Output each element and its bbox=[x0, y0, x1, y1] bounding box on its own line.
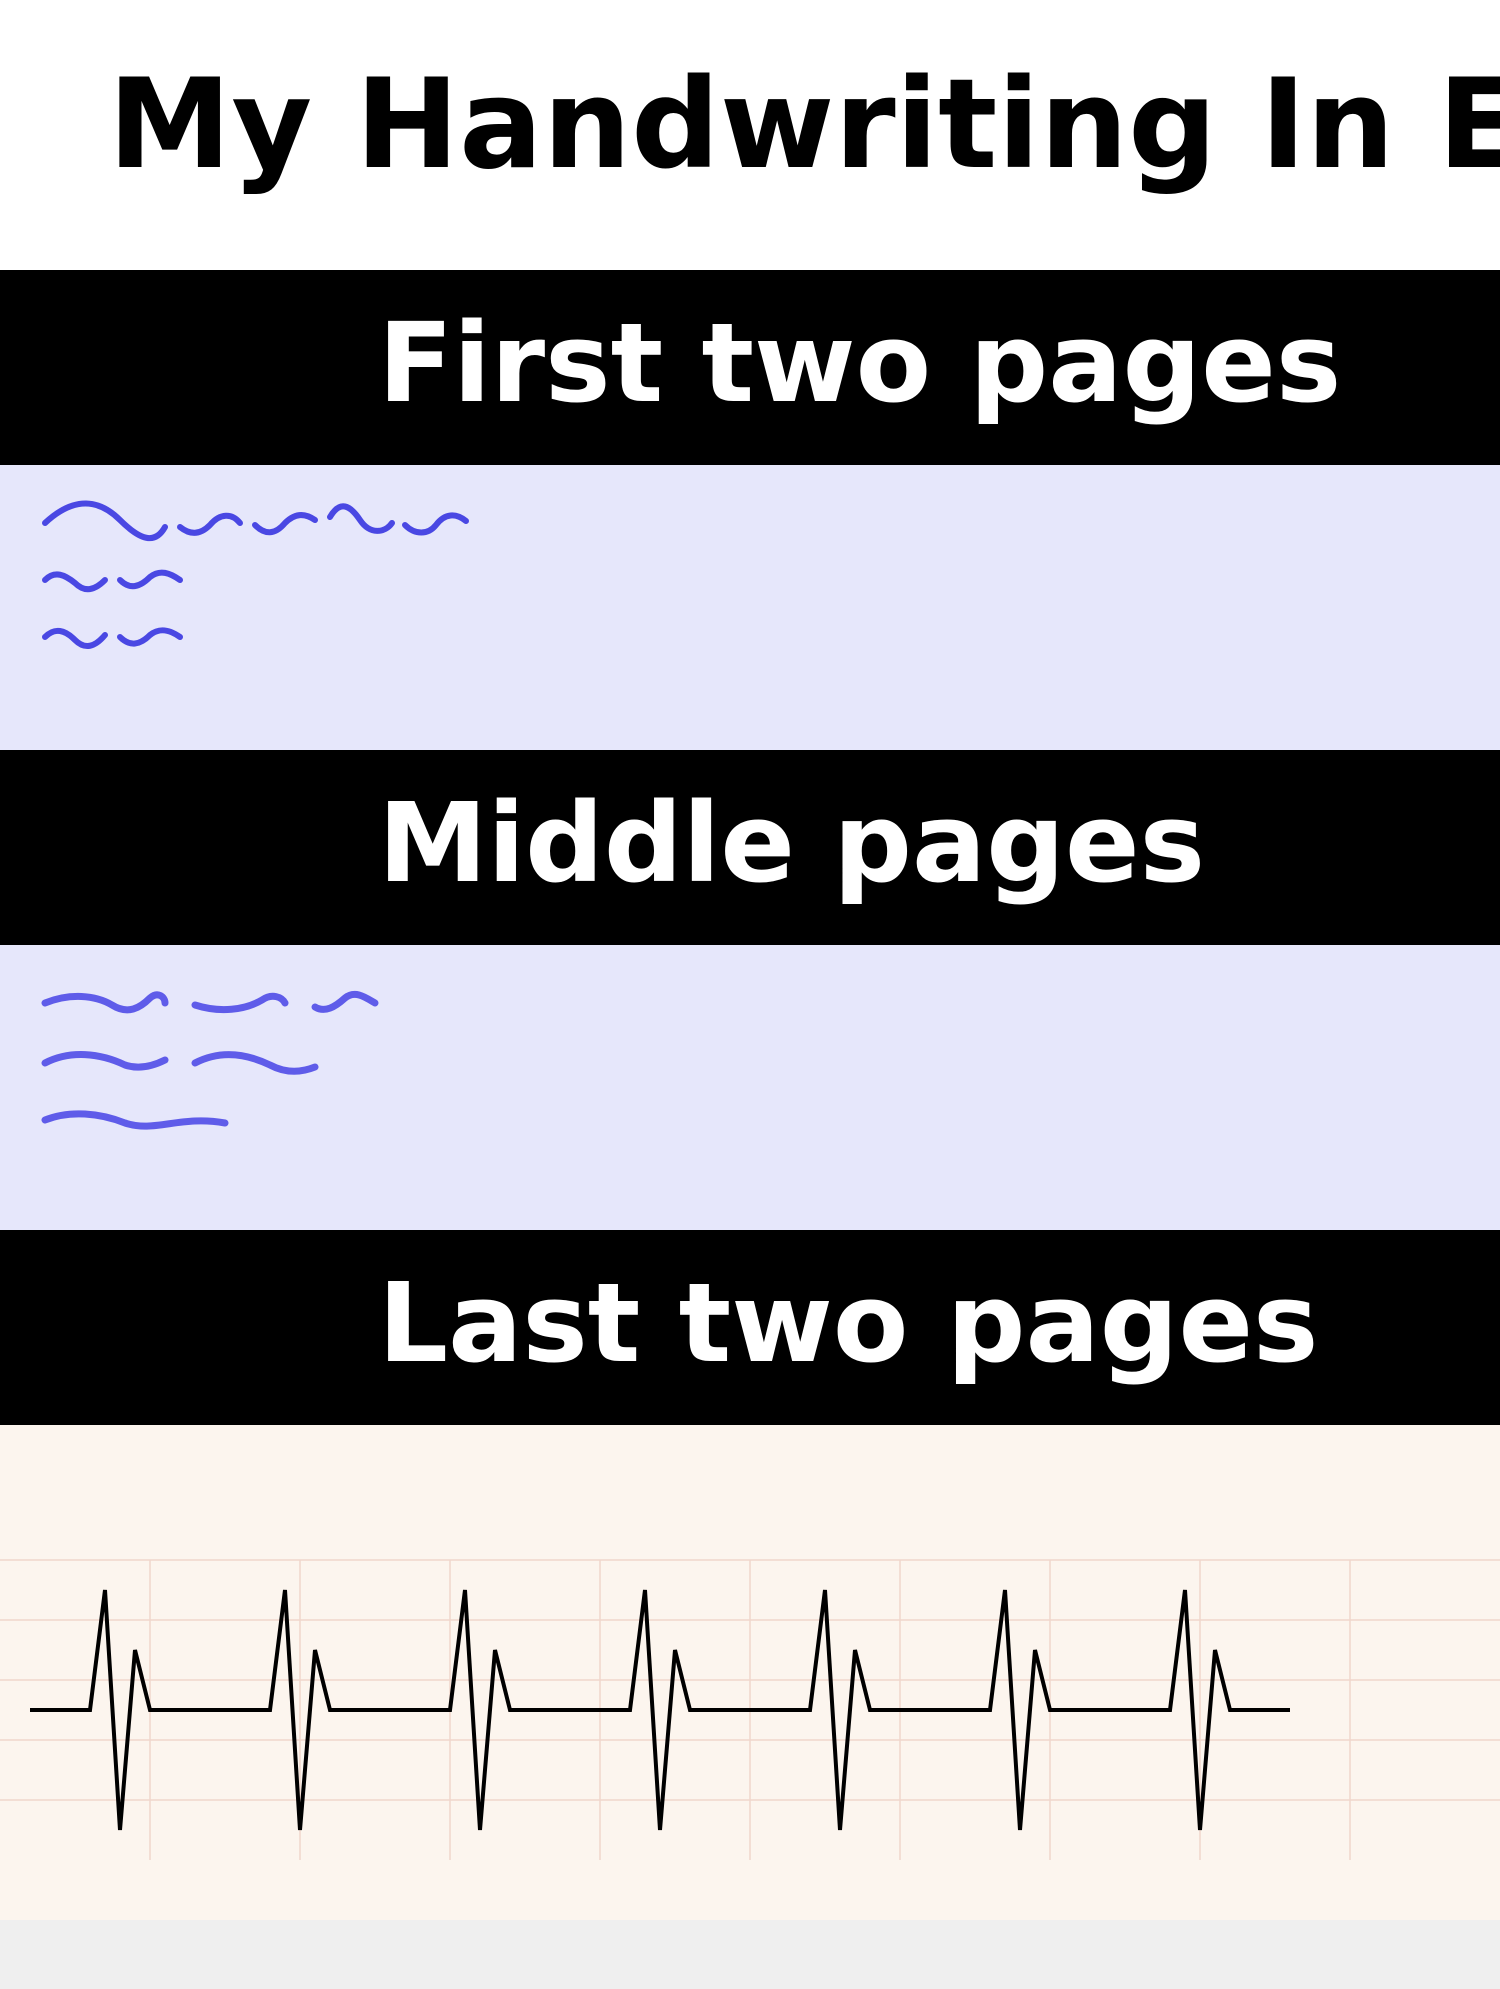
section-label: First two pages bbox=[378, 299, 1342, 427]
page-title: My Handwriting In E bbox=[108, 53, 1500, 197]
section-header-last-two-pages: Last two pages bbox=[0, 1230, 1500, 1425]
ecg-flatline-icon bbox=[0, 1559, 1500, 1860]
ecg-panel-last bbox=[0, 1425, 1500, 1920]
section-header-middle-pages: Middle pages bbox=[0, 750, 1500, 945]
wavy-scribble-small bbox=[42, 500, 469, 649]
page-footer-bar bbox=[0, 1920, 1500, 1989]
wavy-scribble-medium bbox=[41, 990, 379, 1130]
section-header-first-two-pages: First two pages bbox=[0, 270, 1500, 465]
page: My Handwriting In E First two pages Midd… bbox=[0, 0, 1500, 1920]
scribble-panel-middle bbox=[0, 945, 1500, 1230]
ecg-grid bbox=[0, 1559, 1500, 1860]
scribble-panel-first bbox=[0, 465, 1500, 750]
section-label: Last two pages bbox=[378, 1259, 1319, 1387]
ecg-trace bbox=[30, 1589, 1290, 1831]
section-label: Middle pages bbox=[378, 779, 1206, 907]
